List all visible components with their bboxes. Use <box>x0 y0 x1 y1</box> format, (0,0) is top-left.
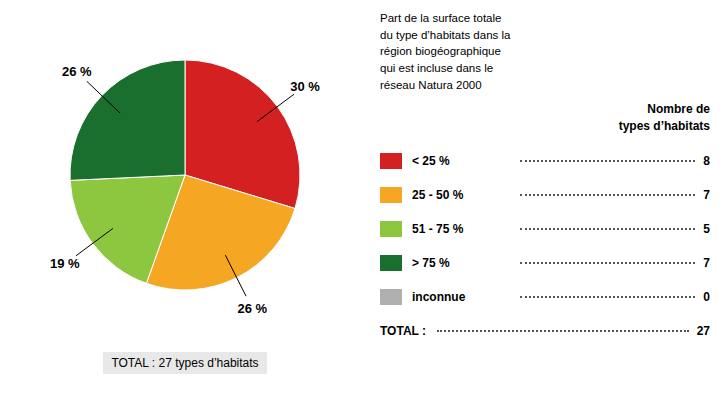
svg-text:19 %: 19 % <box>50 256 80 271</box>
html-text:TOTAL :: TOTAL : <box>380 323 430 338</box>
html-text:5: 5 <box>703 221 710 236</box>
html-text:7: 7 <box>703 255 710 270</box>
html-text:51 - 75 %: 51 - 75 % <box>412 221 464 236</box>
svg-text:26 %: 26 % <box>237 301 267 316</box>
svg-text:26 %: 26 % <box>62 64 92 79</box>
html-text:Part de la surface totale du t: Part de la surface totale du type d’habi… <box>380 12 511 91</box>
html-text:< 25 %: < 25 % <box>412 153 450 168</box>
html-text:25 - 50 %: 25 - 50 % <box>412 187 464 202</box>
html-text:> 75 %: > 75 % <box>412 255 450 270</box>
html-text:inconnue: inconnue <box>412 289 466 304</box>
html-text:0: 0 <box>703 289 710 304</box>
html-text:Nombre de types d’habitats: Nombre de types d’habitats <box>618 102 710 133</box>
html-text:TOTAL : 27 types d’habitats: TOTAL : 27 types d’habitats <box>111 356 259 370</box>
html-text:27: 27 <box>696 323 710 338</box>
html-text:8: 8 <box>703 153 710 168</box>
svg-text:30 %: 30 % <box>290 79 320 94</box>
html-text:7: 7 <box>703 187 710 202</box>
